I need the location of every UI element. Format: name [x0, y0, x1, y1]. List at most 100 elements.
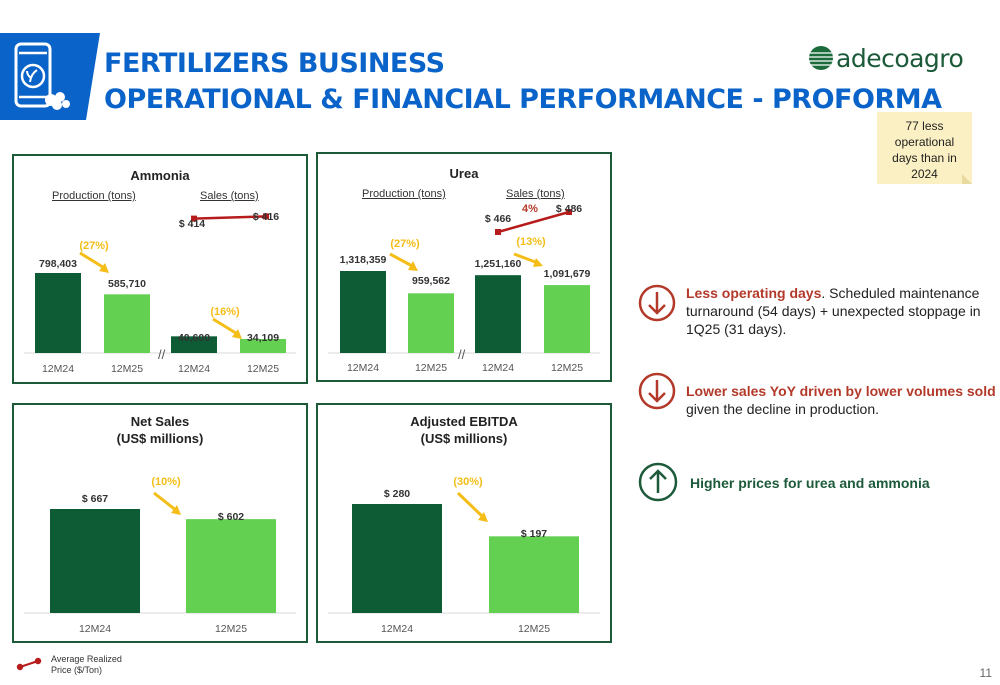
yellow-arrow-icon — [153, 491, 178, 513]
price-line — [193, 215, 267, 220]
tick-label: 12M24 — [482, 362, 514, 374]
change-label: (13%) — [516, 236, 546, 248]
net-sales-title: Net Sales (US$ millions) — [116, 414, 204, 446]
change-label: (30%) — [453, 476, 483, 488]
bar — [544, 285, 590, 353]
company-logo: adecoagro — [808, 43, 964, 77]
value-label: 798,403 — [39, 258, 77, 270]
value-label: 1,251,160 — [475, 258, 522, 270]
tick-label: 12M25 — [551, 362, 583, 374]
yellow-arrow-icon — [79, 251, 107, 271]
yellow-arrow-head-icon — [408, 261, 418, 271]
legend-line1: Average Realized — [51, 654, 122, 664]
ammonia-panel: Ammonia Production (tons) Sales (tons) /… — [12, 154, 308, 384]
axis-break-mark: // — [158, 347, 166, 362]
page-title-line2: OPERATIONAL & FINANCIAL PERFORMANCE - PR… — [104, 84, 942, 115]
price-point — [263, 213, 269, 220]
urea-panel: Urea Production (tons) Sales (tons) // 1… — [316, 152, 612, 382]
tick-label: 12M24 — [347, 362, 379, 374]
yellow-arrow-icon — [456, 491, 486, 520]
tick-label: 12M24 — [381, 623, 413, 635]
tick-label: 12M24 — [178, 363, 210, 375]
value-label: $ 280 — [384, 488, 410, 500]
sticky-note-text: 77 less operational days than in 2024 — [892, 119, 957, 181]
arrow-down-circle-icon — [638, 372, 676, 410]
ammonia-sales-label: Sales (tons) — [200, 190, 259, 202]
bar — [240, 338, 286, 353]
price-point — [566, 209, 572, 215]
legend-label: Average Realized Price ($/Ton) — [51, 654, 122, 676]
yellow-arrow-head-icon — [171, 505, 181, 515]
net-sales-chart: $ 667 $ 602 (10%) 12M24 12M25 — [24, 476, 296, 635]
yellow-arrow-icon — [212, 317, 240, 337]
bar — [489, 536, 579, 613]
legend-line2: Price ($/Ton) — [51, 665, 103, 675]
sticky-note: 77 less operational days than in 2024 — [877, 112, 972, 184]
yellow-arrow-head-icon — [533, 258, 543, 267]
bar — [50, 509, 140, 613]
ebitda-chart: $ 280 $ 197 (30%) 12M24 12M25 — [328, 476, 600, 635]
tick-label: 12M25 — [111, 363, 143, 375]
fertilizer-bag-icon — [0, 33, 100, 120]
urea-chart: // 1,318,359 959,562 1,251,160 1,091,679… — [328, 203, 600, 374]
value-label: $ 602 — [218, 511, 244, 523]
tick-label: 12M25 — [247, 363, 279, 375]
value-label: 1,091,679 — [544, 268, 591, 280]
value-label: $ 667 — [82, 493, 108, 505]
ammonia-title: Ammonia — [130, 168, 190, 183]
tick-label: 12M25 — [415, 362, 447, 374]
change-label: (10%) — [151, 476, 181, 488]
page-number: 11 — [979, 666, 992, 680]
yellow-arrow-icon — [513, 252, 539, 265]
price-change-label: 4% — [522, 203, 538, 215]
yellow-arrow-head-icon — [232, 329, 242, 339]
yellow-arrow-icon — [389, 252, 415, 269]
bar — [408, 293, 454, 353]
bar — [104, 294, 150, 353]
net-sales-panel: Net Sales (US$ millions) $ 667 $ 602 (10… — [12, 403, 308, 643]
value-label: 959,562 — [412, 275, 450, 287]
price-label: $ 466 — [485, 213, 511, 225]
bar — [352, 504, 442, 613]
ammonia-chart: // 798,403 585,710 40,600 34,109 (27%) (… — [24, 211, 296, 375]
price-label: $ 416 — [253, 211, 279, 223]
change-label: (27%) — [390, 238, 420, 250]
value-label: $ 197 — [521, 528, 547, 540]
bullet-text: Higher prices for urea and ammonia — [690, 475, 930, 491]
page-title-line1: FERTILIZERS BUSINESS — [104, 48, 445, 79]
change-label: (27%) — [79, 240, 109, 252]
arrow-down-circle-icon — [638, 284, 676, 322]
tick-label: 12M24 — [42, 363, 74, 375]
urea-production-label: Production (tons) — [362, 188, 446, 200]
urea-title: Urea — [449, 166, 479, 181]
tick-label: 12M25 — [215, 623, 247, 635]
bar — [475, 275, 521, 353]
bullet-text: Less operating days. Scheduled maintenan… — [686, 285, 981, 337]
ammonia-production-label: Production (tons) — [52, 190, 136, 202]
price-line — [497, 210, 570, 234]
bar — [186, 519, 276, 613]
value-label: 1,318,359 — [340, 254, 387, 266]
value-label: 34,109 — [247, 332, 279, 344]
yellow-arrow-head-icon — [99, 263, 109, 273]
value-label: 40,600 — [178, 332, 210, 344]
bar — [340, 271, 386, 353]
adecoagro-globe-icon — [809, 46, 833, 70]
price-line-marker-icon — [16, 657, 42, 671]
price-point — [191, 215, 197, 222]
bar — [35, 273, 81, 353]
bullet-text: Lower sales YoY driven by lower volumes … — [686, 383, 996, 417]
tick-label: 12M25 — [518, 623, 550, 635]
urea-sales-label: Sales (tons) — [506, 188, 565, 200]
price-label: $ 486 — [556, 203, 582, 215]
yellow-arrow-head-icon — [478, 512, 488, 522]
ebitda-title: Adjusted EBITDA (US$ millions) — [410, 414, 518, 446]
logo-text: adecoagro — [836, 44, 964, 73]
ebitda-panel: Adjusted EBITDA (US$ millions) $ 280 $ 1… — [316, 403, 612, 643]
price-label: $ 414 — [179, 218, 205, 230]
tick-label: 12M24 — [79, 623, 111, 635]
value-label: 585,710 — [108, 278, 146, 290]
header-icon-block — [0, 33, 100, 120]
axis-break-mark: // — [458, 347, 466, 362]
price-point — [495, 229, 501, 235]
